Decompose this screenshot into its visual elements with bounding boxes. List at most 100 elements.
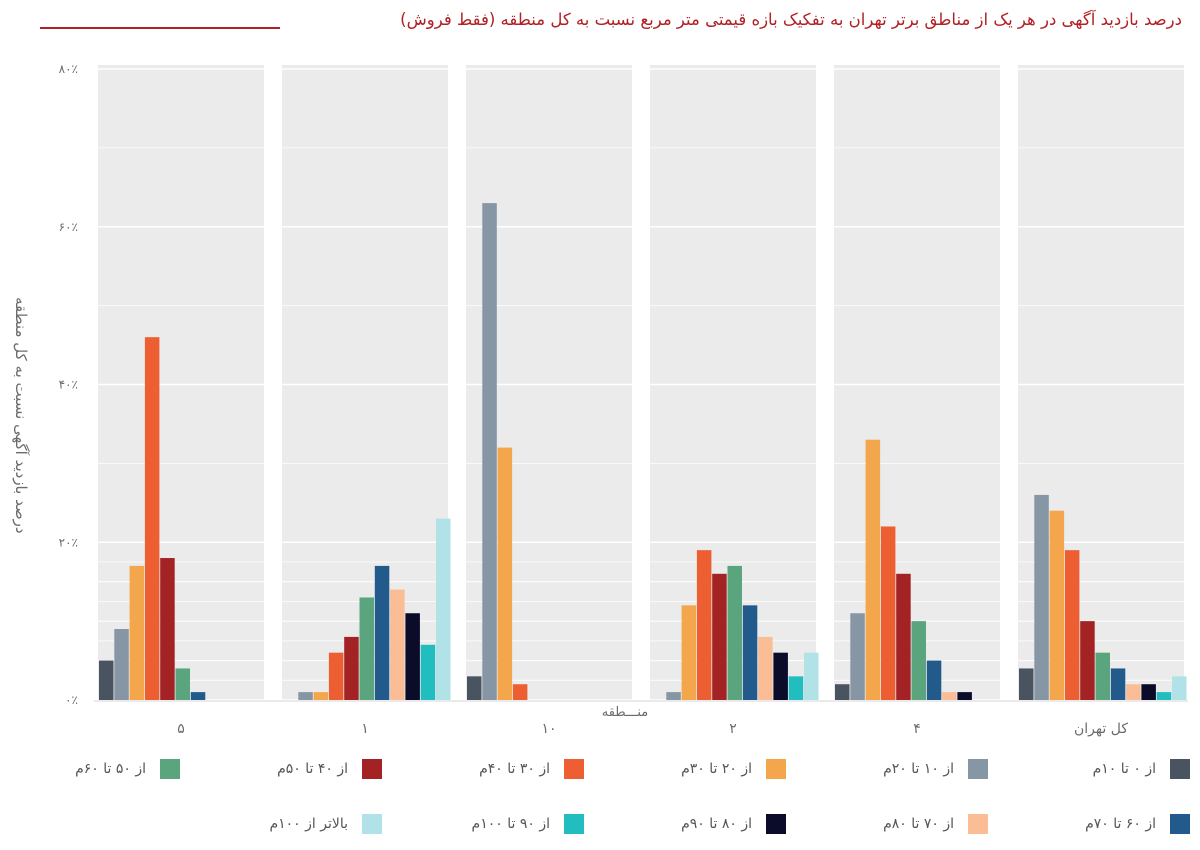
bar bbox=[313, 692, 329, 700]
legend-swatch bbox=[968, 814, 988, 834]
legend-swatch bbox=[362, 759, 382, 779]
x-axis-label: منـــطقه bbox=[602, 705, 649, 720]
bar bbox=[804, 652, 819, 700]
bar bbox=[512, 684, 528, 700]
bar bbox=[742, 605, 758, 700]
bar bbox=[788, 676, 804, 700]
bar bbox=[390, 589, 405, 700]
bar bbox=[1064, 550, 1080, 700]
bar bbox=[190, 692, 206, 700]
x-tick-label: ۱ bbox=[361, 721, 369, 737]
y-tick-label: ۶۰٪ bbox=[59, 220, 78, 234]
bar bbox=[1141, 684, 1156, 700]
bar bbox=[1019, 668, 1034, 700]
bar bbox=[865, 439, 881, 700]
legend-swatch bbox=[362, 814, 382, 834]
legend-item: بالاتر از ۱۰۰م bbox=[269, 813, 382, 835]
legend: از ۰ تا ۱۰م از ۱۰ تا ۲۰م از ۲۰ تا ۳۰م از ۳۰… bbox=[20, 758, 1190, 848]
legend-label: از ۴۰ تا ۵۰م bbox=[277, 761, 348, 777]
bar bbox=[880, 526, 896, 700]
legend-swatch bbox=[564, 814, 584, 834]
legend-label: از ۲۰ تا ۳۰م bbox=[681, 761, 752, 777]
y-tick-label: ۰٪ bbox=[65, 693, 78, 707]
bar bbox=[160, 558, 175, 700]
bar bbox=[835, 684, 850, 700]
bar bbox=[482, 203, 497, 700]
panel-1 bbox=[98, 65, 264, 700]
legend-swatch bbox=[766, 759, 786, 779]
bar bbox=[99, 660, 114, 700]
legend-label: از ۹۰ تا ۱۰۰م bbox=[471, 816, 550, 832]
panel-2 bbox=[282, 65, 448, 700]
y-axis-label: درصد بازدید آگهی نسبت به کل منطقه bbox=[12, 296, 30, 534]
y-tick-label: ۲۰٪ bbox=[59, 535, 78, 549]
bar bbox=[681, 605, 697, 700]
bar bbox=[896, 573, 911, 700]
legend-label: از ۵۰ تا ۶۰م bbox=[75, 761, 146, 777]
legend-item: از ۹۰ تا ۱۰۰م bbox=[472, 813, 584, 835]
bar bbox=[758, 636, 773, 700]
bar bbox=[497, 447, 513, 700]
legend-label: از ۰ تا ۱۰م bbox=[1092, 761, 1156, 777]
legend-item: از ۲۰ تا ۳۰م bbox=[681, 758, 786, 780]
bar bbox=[727, 565, 742, 700]
legend-label: از ۳۰ تا ۴۰م bbox=[479, 761, 550, 777]
legend-label: از ۱۰ تا ۲۰م bbox=[883, 761, 954, 777]
bar bbox=[1095, 652, 1110, 700]
legend-label: از ۷۰ تا ۸۰م bbox=[883, 816, 954, 832]
title-bar: درصد بازدید آگهی در هر یک از مناطق برتر … bbox=[0, 10, 1200, 40]
bar bbox=[1034, 494, 1049, 700]
bar bbox=[957, 692, 972, 700]
bar bbox=[1049, 510, 1065, 700]
legend-label: از ۶۰ تا ۷۰م bbox=[1085, 816, 1156, 832]
bar bbox=[1172, 676, 1187, 700]
bar bbox=[436, 518, 451, 700]
bar bbox=[911, 621, 926, 700]
legend-swatch bbox=[766, 814, 786, 834]
chart-title: درصد بازدید آگهی در هر یک از مناطق برتر … bbox=[400, 10, 1182, 29]
panel-5 bbox=[834, 65, 1000, 700]
bar bbox=[405, 613, 420, 700]
legend-item: از ۳۰ تا ۴۰م bbox=[479, 758, 584, 780]
bar bbox=[712, 573, 727, 700]
legend-swatch bbox=[1170, 759, 1190, 779]
bar bbox=[942, 692, 957, 700]
bar bbox=[328, 652, 344, 700]
x-tick-label: ۱۰ bbox=[541, 721, 556, 737]
bar bbox=[144, 337, 160, 700]
legend-item: از ۴۰ تا ۵۰م bbox=[277, 758, 382, 780]
bar bbox=[1110, 668, 1126, 700]
legend-item: از ۶۰ تا ۷۰م bbox=[1085, 813, 1190, 835]
bar bbox=[467, 676, 482, 700]
x-tick-label: ۴ bbox=[913, 721, 921, 737]
y-tick-label: ۸۰٪ bbox=[59, 62, 78, 76]
legend-label: بالاتر از ۱۰۰م bbox=[269, 816, 348, 832]
legend-item: از ۷۰ تا ۸۰م bbox=[883, 813, 988, 835]
title-rule bbox=[40, 27, 280, 29]
bar bbox=[1126, 684, 1141, 700]
bar bbox=[420, 644, 436, 700]
bar bbox=[114, 629, 129, 700]
x-tick-label: کل تهران bbox=[1074, 721, 1128, 737]
bar bbox=[1156, 692, 1172, 700]
bar bbox=[344, 636, 359, 700]
bar bbox=[773, 652, 788, 700]
bar bbox=[374, 565, 390, 700]
legend-label: از ۸۰ تا ۹۰م bbox=[681, 816, 752, 832]
bar bbox=[850, 613, 865, 700]
bar bbox=[1080, 621, 1095, 700]
x-tick-label: ۵ bbox=[177, 721, 185, 737]
bar bbox=[666, 692, 681, 700]
y-tick-label: ۴۰٪ bbox=[59, 378, 78, 392]
legend-swatch bbox=[1170, 814, 1190, 834]
bar bbox=[175, 668, 190, 700]
bar bbox=[129, 565, 145, 700]
legend-item: از ۱۰ تا ۲۰م bbox=[883, 758, 988, 780]
legend-item: از ۸۰ تا ۹۰م bbox=[681, 813, 786, 835]
legend-swatch bbox=[564, 759, 584, 779]
bar-chart: ۰٪ ۲۰٪ ۴۰٪ ۶۰٪ ۸۰٪ ۵ ۱ ۱۰ ۲ ۴ کل تهران منـــطقه bbox=[59, 62, 1188, 737]
legend-swatch bbox=[160, 759, 180, 779]
bar bbox=[298, 692, 313, 700]
bar bbox=[926, 660, 942, 700]
bar bbox=[696, 550, 712, 700]
